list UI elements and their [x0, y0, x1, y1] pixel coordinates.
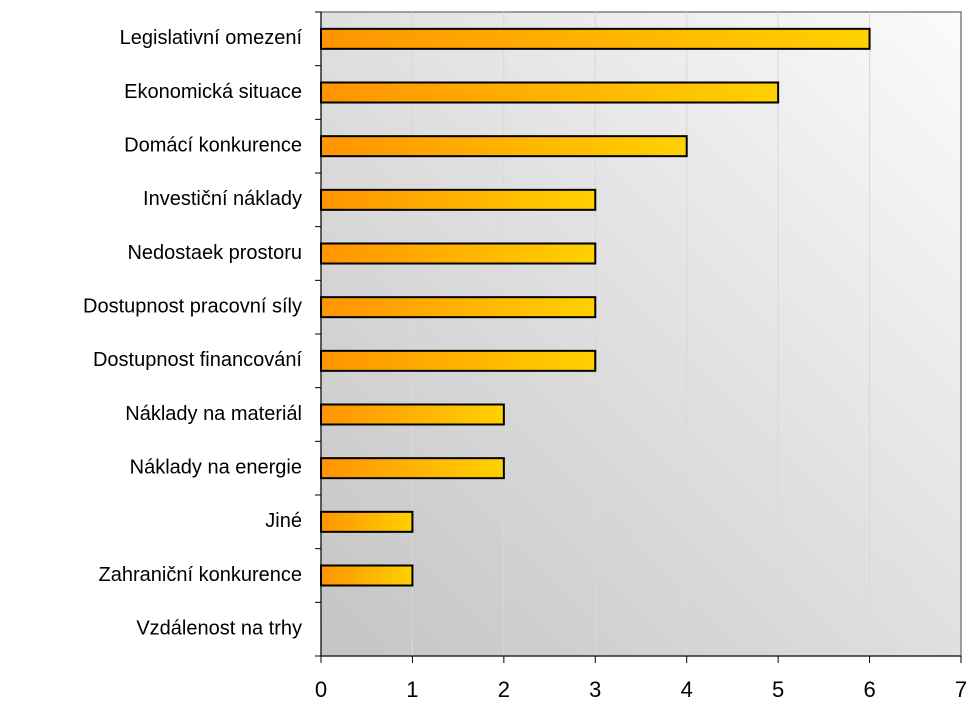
- y-tick-label: Dostupnost financování: [93, 349, 302, 371]
- y-tick-label: Zahraniční konkurence: [99, 564, 302, 586]
- y-tick-label: Vzdálenost na trhy: [136, 617, 302, 639]
- y-tick-label: Domácí konkurence: [124, 134, 302, 156]
- y-tick-label: Ekonomická situace: [124, 81, 302, 103]
- y-tick-label: Jiné: [265, 510, 302, 532]
- bar: [320, 296, 597, 319]
- bar: [320, 188, 597, 211]
- x-tick-label: 6: [863, 677, 875, 702]
- y-tick-label: Legislativní omezení: [120, 27, 303, 49]
- bar: [320, 27, 871, 50]
- bar: [320, 349, 597, 372]
- bar: [320, 457, 505, 480]
- x-tick-label: 3: [589, 677, 601, 702]
- bar: [320, 135, 688, 158]
- bar: [320, 81, 780, 104]
- x-tick-label: 5: [772, 677, 784, 702]
- x-tick-label: 0: [315, 677, 327, 702]
- x-tick-label: 4: [681, 677, 693, 702]
- y-tick-label: Náklady na energie: [130, 456, 302, 478]
- bar: [320, 242, 597, 265]
- bar: [320, 564, 414, 587]
- bar: [320, 403, 505, 426]
- x-tick-label: 1: [406, 677, 418, 702]
- bar: [320, 510, 414, 533]
- x-tick-label: 2: [498, 677, 510, 702]
- y-tick-label: Náklady na materiál: [125, 403, 302, 425]
- plot-area: [320, 11, 962, 657]
- x-tick-label: 7: [955, 677, 967, 702]
- y-tick-label: Dostupnost pracovní síly: [83, 295, 302, 317]
- y-tick-label: Investiční náklady: [143, 188, 302, 210]
- y-tick-label: Nedostaek prostoru: [127, 242, 302, 264]
